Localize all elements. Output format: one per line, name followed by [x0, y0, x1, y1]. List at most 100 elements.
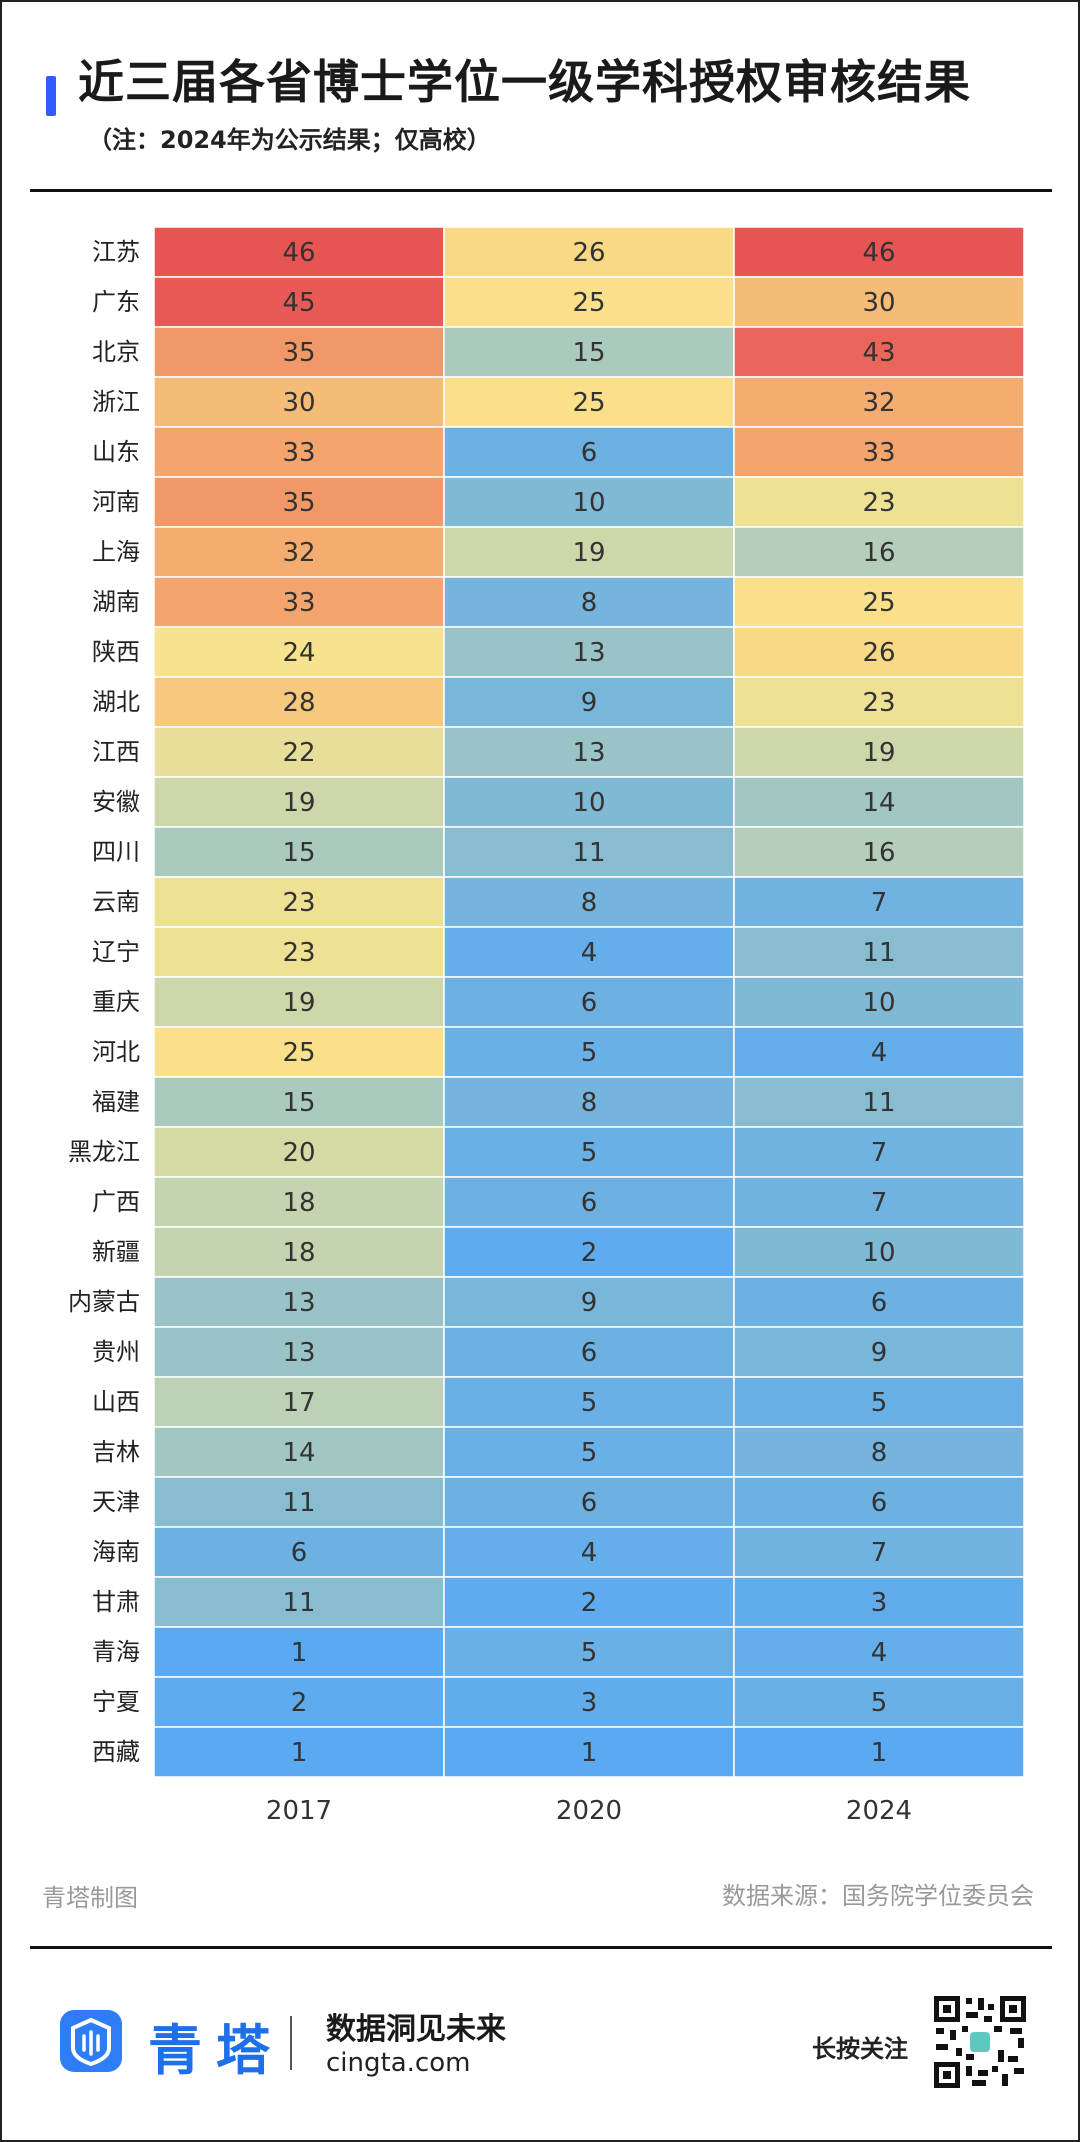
heatmap-cell	[443, 226, 735, 278]
cell-value-label: 33	[282, 438, 315, 468]
cell-value-label: 4	[581, 938, 598, 968]
cell-value-label: 46	[282, 238, 315, 268]
cell-value-label: 2	[291, 1688, 308, 1718]
cingta-logo-icon[interactable]	[60, 2010, 122, 2072]
heatmap-cell	[153, 926, 445, 978]
cell-value-label: 15	[282, 1088, 315, 1118]
cell-value-label: 18	[282, 1238, 315, 1268]
cell-value-label: 6	[581, 988, 598, 1018]
chart-title: 近三届各省博士学位一级学科授权审核结果	[78, 55, 971, 109]
cell-value-label: 18	[282, 1188, 315, 1218]
row-label: 辽宁	[92, 938, 140, 966]
qr-code-icon[interactable]	[932, 1994, 1028, 2090]
row-label: 云南	[92, 888, 140, 916]
row-label: 广西	[92, 1188, 140, 1216]
cell-value-label: 6	[871, 1488, 888, 1518]
heatmap-cell	[733, 326, 1025, 378]
heatmap-cell	[733, 926, 1025, 978]
cell-value-label: 23	[282, 938, 315, 968]
heatmap-cell	[443, 1026, 735, 1078]
slogan: 数据洞见未来	[326, 2012, 506, 2047]
heatmap-cell	[443, 826, 735, 878]
row-label: 重庆	[92, 988, 140, 1016]
cell-value-label: 1	[871, 1738, 888, 1768]
cell-value-label: 11	[862, 938, 895, 968]
cell-value-label: 11	[862, 1088, 895, 1118]
cell-value-label: 5	[871, 1688, 888, 1718]
heatmap-cell	[443, 576, 735, 628]
cell-value-label: 25	[572, 288, 605, 318]
cell-value-label: 13	[572, 738, 605, 768]
cell-value-label: 4	[581, 1538, 598, 1568]
cell-value-label: 5	[871, 1388, 888, 1418]
cell-value-label: 14	[282, 1438, 315, 1468]
heatmap-cell	[733, 1376, 1025, 1428]
row-label: 陕西	[92, 638, 140, 666]
heatmap-cell	[733, 426, 1025, 478]
cell-value-label: 23	[282, 888, 315, 918]
row-label: 江苏	[92, 238, 140, 266]
cell-value-label: 15	[572, 338, 605, 368]
heatmap-cell	[443, 426, 735, 478]
cell-value-label: 8	[581, 1088, 598, 1118]
cell-value-label: 19	[282, 988, 315, 1018]
row-label: 海南	[92, 1538, 140, 1566]
row-label: 甘肃	[92, 1588, 140, 1616]
heatmap-cell	[153, 376, 445, 428]
heatmap-cell	[153, 776, 445, 828]
cell-value-label: 25	[282, 1038, 315, 1068]
brand-note: 青塔制图	[42, 1884, 138, 1912]
heatmap-cell	[733, 526, 1025, 578]
cell-value-label: 25	[862, 588, 895, 618]
row-label: 江西	[92, 738, 140, 766]
heatmap-cell	[733, 576, 1025, 628]
heatmap-cell	[733, 1526, 1025, 1578]
cell-value-label: 6	[581, 438, 598, 468]
cell-value-label: 14	[862, 788, 895, 818]
heatmap-cell	[153, 876, 445, 928]
cell-value-label: 1	[291, 1638, 308, 1668]
row-label: 湖北	[92, 688, 140, 716]
cell-value-label: 6	[581, 1338, 598, 1368]
logo-text[interactable]: 青塔	[148, 2019, 284, 2082]
cell-value-label: 13	[572, 638, 605, 668]
heatmap-cell	[153, 676, 445, 728]
cell-value-label: 9	[871, 1338, 888, 1368]
website-link[interactable]: cingta.com	[326, 2048, 471, 2078]
heatmap-cell	[733, 1276, 1025, 1328]
cell-value-label: 13	[282, 1288, 315, 1318]
heatmap-cell	[733, 726, 1025, 778]
row-label: 浙江	[92, 388, 140, 416]
cell-value-label: 26	[572, 238, 605, 268]
cell-value-label: 6	[581, 1188, 598, 1218]
heatmap-cell	[733, 1726, 1025, 1778]
heatmap-cell	[733, 376, 1025, 428]
heatmap-cell	[443, 1476, 735, 1528]
row-label: 湖南	[92, 588, 140, 616]
cell-value-label: 46	[862, 238, 895, 268]
cell-value-label: 5	[581, 1038, 598, 1068]
cell-value-label: 2	[581, 1238, 598, 1268]
heatmap-cell	[443, 1176, 735, 1228]
row-label: 内蒙古	[68, 1288, 140, 1316]
footer-divider	[30, 1946, 1052, 1949]
row-label: 安徽	[92, 788, 140, 816]
cell-value-label: 7	[871, 888, 888, 918]
heatmap-cell	[153, 1626, 445, 1678]
cell-value-label: 23	[862, 688, 895, 718]
cell-value-label: 5	[581, 1438, 598, 1468]
heatmap-cell	[153, 826, 445, 878]
header-divider	[30, 189, 1052, 192]
follow-label: 长按关注	[812, 2035, 908, 2063]
row-label: 河北	[92, 1038, 140, 1066]
cell-value-label: 6	[291, 1538, 308, 1568]
heatmap-cell	[733, 676, 1025, 728]
cell-value-label: 35	[282, 488, 315, 518]
cell-value-label: 16	[862, 538, 895, 568]
cell-value-label: 30	[862, 288, 895, 318]
cell-value-label: 4	[871, 1038, 888, 1068]
data-source: 数据来源：国务院学位委员会	[722, 1882, 1034, 1910]
row-label: 西藏	[92, 1738, 140, 1766]
heatmap-cell	[733, 1576, 1025, 1628]
